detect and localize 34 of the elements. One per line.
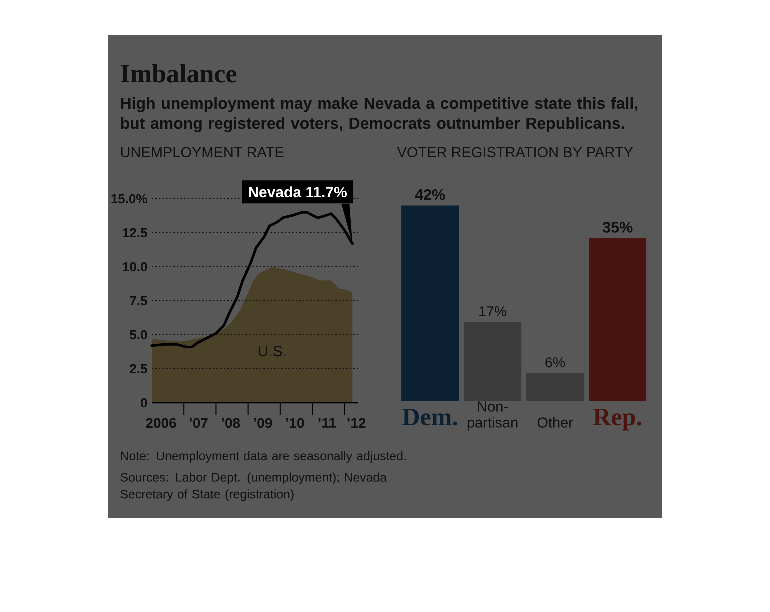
data-label: 17%: [480, 306, 507, 317]
data-label: 35%: [602, 222, 633, 233]
y-tick-label: 0: [141, 398, 148, 408]
y-tick-label: 2.5: [130, 364, 148, 374]
x-tick-label: Dem.: [402, 409, 458, 426]
x-tick-label: Rep.: [594, 409, 642, 431]
x-tick-label: Other: [538, 417, 574, 428]
series-label: U.S.: [258, 346, 286, 357]
x-tick-label: ’12: [348, 418, 366, 428]
chart-title: VOTER REGISTRATION BY PARTY: [397, 147, 634, 158]
bar: [464, 322, 522, 401]
text: Note: Unemployment data are seasonally adjusted.: [121, 451, 406, 463]
x-tick-label: 2006: [146, 418, 176, 428]
annotation: Nevada 11.7%: [249, 186, 347, 198]
data-label: 6%: [546, 358, 566, 368]
x-tick-label: Non-partisan: [468, 402, 518, 431]
x-tick-label: ’10: [286, 418, 304, 428]
x-tick-label: ’07: [190, 418, 208, 428]
text: Imbalance: [121, 64, 237, 83]
bar: [589, 238, 647, 401]
x-tick-label: ’08: [222, 418, 240, 428]
x-tick-label: ’09: [254, 418, 272, 428]
source-note: Sources: Labor Dept. (unemployment); Nevada Secretary of State (registration): [120, 472, 387, 502]
chart-title: UNEMPLOYMENT RATE: [121, 147, 284, 158]
text: High unemployment may make Nevada a competitive state this fall, but among registered voters, Democrats outnumber Republicans.: [121, 97, 638, 132]
y-tick-label: 12.5: [123, 228, 148, 238]
y-tick-label: 7.5: [130, 296, 148, 306]
y-tick-label: 5.0: [130, 330, 148, 340]
y-tick-label: 10.0: [123, 262, 148, 272]
x-tick-label: ’11: [318, 418, 336, 428]
bar: [402, 206, 460, 401]
y-tick-label: 15.0%: [112, 194, 148, 204]
bar: [526, 373, 584, 401]
data-label: 42%: [415, 190, 446, 200]
